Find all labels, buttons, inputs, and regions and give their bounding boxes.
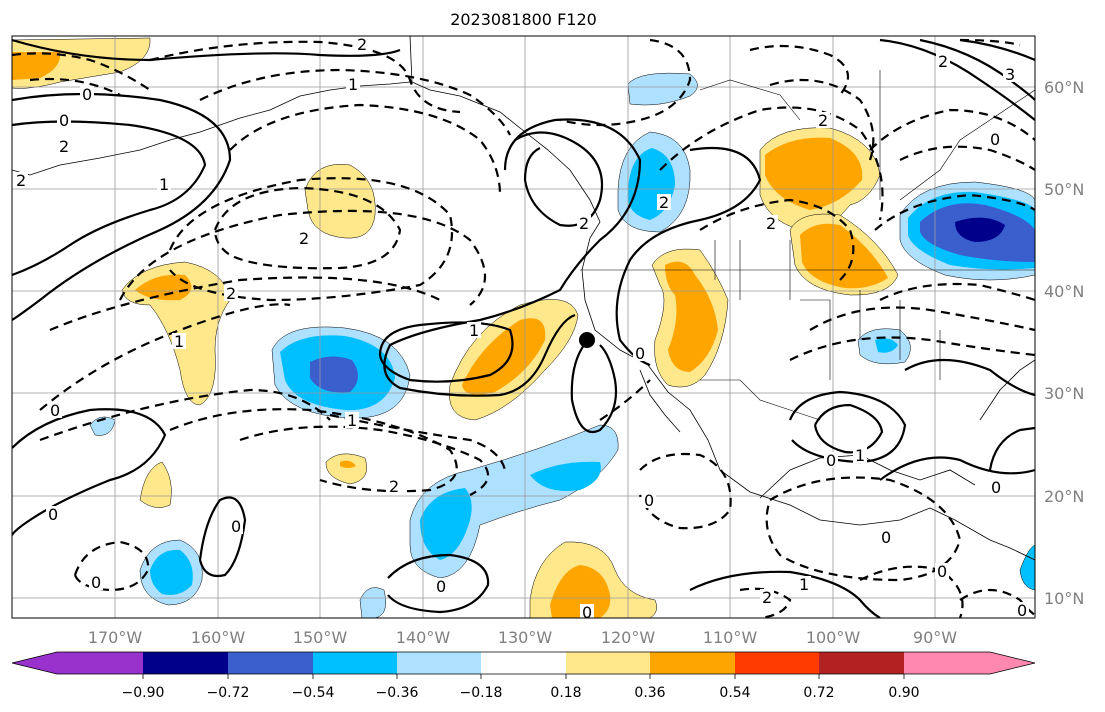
lon-label: 140°W — [396, 628, 451, 647]
contour-label: 2 — [579, 214, 589, 233]
contour-label: 1 — [469, 321, 479, 340]
colorbar-segment — [735, 652, 819, 674]
contour-label: 2 — [659, 193, 669, 212]
contour-label: 0 — [436, 577, 446, 596]
contour-label: 2 — [389, 477, 399, 496]
graticule — [12, 36, 1035, 618]
colorbar-segment — [57, 652, 143, 674]
contour-label: 0 — [582, 603, 592, 622]
contour-label: 2 — [299, 229, 309, 248]
contour-lines — [12, 38, 1035, 618]
contour-label: 2 — [226, 284, 236, 303]
contour-label: 0 — [59, 111, 69, 130]
contour-labels: 2 0 0 2 1 2 2 1 0 0 1 1 2 0 — [14, 35, 1029, 622]
contour-label: 2 — [762, 588, 772, 607]
colorbar-tick-label: 0.72 — [803, 685, 834, 701]
lon-label: 100°W — [806, 628, 861, 647]
lat-label: 10°N — [1044, 589, 1084, 608]
lon-label: 90°W — [913, 628, 957, 647]
anomaly-shading — [12, 37, 1035, 618]
longitude-labels: 170°W 160°W 150°W 140°W 130°W 120°W 110°… — [88, 628, 957, 647]
storm-center-dot — [579, 332, 595, 348]
lat-label: 40°N — [1044, 282, 1084, 301]
contour-label: 0 — [48, 505, 58, 524]
colorbar-tick-label: 0.18 — [550, 685, 581, 701]
lat-label: 20°N — [1044, 487, 1084, 506]
contour-label: 1 — [348, 75, 358, 94]
contour-label: 1 — [174, 332, 184, 351]
contour-label: 2 — [938, 52, 948, 71]
lon-label: 110°W — [703, 628, 758, 647]
colorbar-tick-label: −0.54 — [292, 685, 335, 701]
colorbar-segment — [397, 652, 481, 674]
lon-label: 120°W — [601, 628, 656, 647]
lon-label: 160°W — [191, 628, 246, 647]
colorbar-tick-label: −0.36 — [376, 685, 419, 701]
contour-label: 2 — [818, 111, 828, 130]
colorbar-tick-label: −0.72 — [207, 685, 250, 701]
contour-label: 2 — [16, 171, 26, 190]
lat-label: 50°N — [1044, 180, 1084, 199]
colorbar-segment — [819, 652, 904, 674]
lon-label: 150°W — [293, 628, 348, 647]
contour-label: 0 — [991, 478, 1001, 497]
contour-label: 0 — [881, 528, 891, 547]
contour-label: 1 — [799, 575, 809, 594]
colorbar: −0.90 −0.72 −0.54 −0.36 −0.18 0.18 0.36 … — [11, 651, 1036, 701]
contour-label: 0 — [231, 517, 241, 536]
lat-label: 60°N — [1044, 78, 1084, 97]
latitude-labels: 60°N 50°N 40°N 30°N 20°N 10°N — [1044, 78, 1084, 608]
lat-label: 30°N — [1044, 384, 1084, 403]
lon-label: 170°W — [88, 628, 143, 647]
contour-label: 0 — [635, 344, 645, 363]
colorbar-tick-label: 0.54 — [719, 685, 750, 701]
colorbar-segment — [143, 652, 228, 674]
colorbar-tick-label: −0.18 — [460, 685, 503, 701]
contour-label: 0 — [1017, 601, 1027, 620]
contour-label: 0 — [644, 491, 654, 510]
map-frame — [11, 35, 1036, 619]
map-title: 2023081800 F120 — [450, 10, 597, 29]
colorbar-segment — [566, 652, 650, 674]
contour-label: 1 — [855, 446, 865, 465]
contour-label: 0 — [990, 130, 1000, 149]
contour-label: 0 — [91, 573, 101, 592]
colorbar-segment — [650, 652, 735, 674]
contour-label: 3 — [1005, 65, 1015, 84]
colorbar-segment — [904, 652, 990, 674]
colorbar-segment — [228, 652, 313, 674]
contour-label: 2 — [766, 214, 776, 233]
lon-label: 130°W — [498, 628, 553, 647]
colorbar-segment — [990, 652, 1035, 674]
colorbar-segment — [313, 652, 397, 674]
contour-label: 0 — [937, 562, 947, 581]
contour-label: 1 — [347, 411, 357, 430]
contour-label: 0 — [826, 451, 836, 470]
colorbar-segment — [481, 652, 566, 674]
contour-label: 2 — [59, 137, 69, 156]
colorbar-segment — [12, 652, 57, 674]
contour-label: 2 — [357, 35, 367, 54]
contour-label: 0 — [50, 401, 60, 420]
colorbar-tick-label: −0.90 — [122, 685, 165, 701]
colorbar-tick-label: 0.90 — [888, 685, 919, 701]
contour-label: 1 — [159, 175, 169, 194]
colorbar-tick-label: 0.36 — [634, 685, 665, 701]
contour-label: 0 — [82, 85, 92, 104]
